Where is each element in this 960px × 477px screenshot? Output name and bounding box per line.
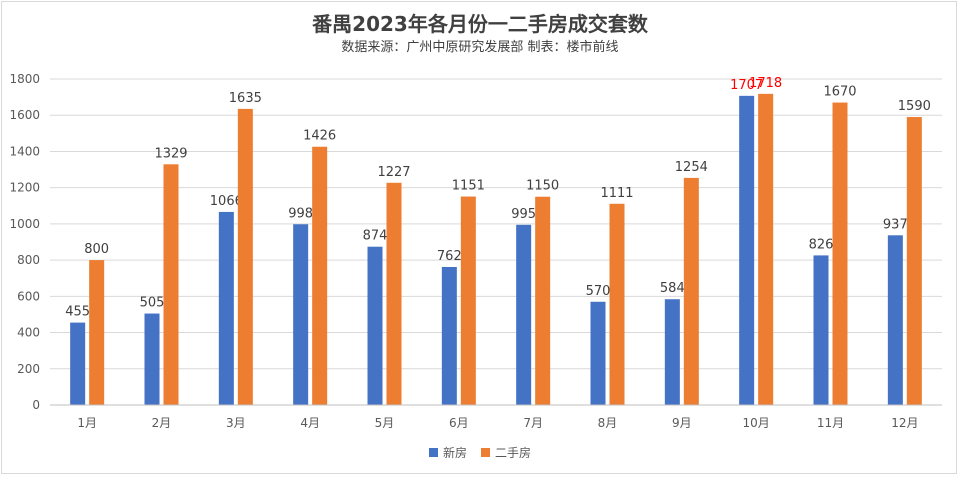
bar-second bbox=[758, 93, 774, 406]
data-label: 995 bbox=[511, 207, 536, 222]
bar-second bbox=[609, 203, 625, 405]
data-label: 1150 bbox=[526, 179, 559, 194]
data-label: 937 bbox=[883, 217, 908, 232]
bar-second bbox=[163, 164, 179, 405]
x-tick-label: 5月 bbox=[375, 416, 395, 430]
x-tick-label: 1月 bbox=[77, 416, 97, 430]
data-label: 1151 bbox=[452, 179, 485, 194]
x-tick-label: 3月 bbox=[226, 416, 246, 430]
legend-label-second: 二手房 bbox=[495, 446, 532, 460]
data-label: 505 bbox=[140, 296, 165, 311]
x-tick-label: 11月 bbox=[817, 416, 844, 430]
bar-second bbox=[312, 146, 328, 406]
data-label: 1426 bbox=[303, 129, 336, 144]
x-tick-label: 9月 bbox=[672, 416, 692, 430]
data-label: 826 bbox=[809, 237, 834, 252]
data-label: 1329 bbox=[154, 146, 187, 161]
bar-second bbox=[237, 108, 253, 405]
data-label: 570 bbox=[586, 284, 611, 299]
data-label: 874 bbox=[363, 229, 388, 244]
y-tick-label: 0 bbox=[32, 398, 40, 412]
y-tick-label: 800 bbox=[17, 253, 40, 267]
x-tick-label: 2月 bbox=[152, 416, 172, 430]
legend-swatch-new bbox=[428, 448, 438, 457]
bar-new bbox=[590, 301, 606, 405]
legend-swatch-second bbox=[481, 448, 490, 457]
y-tick-label: 1600 bbox=[9, 108, 40, 122]
bar-new bbox=[887, 235, 903, 405]
data-label: 1066 bbox=[210, 194, 243, 209]
y-tick-label: 400 bbox=[17, 326, 40, 340]
x-tick-label: 4月 bbox=[300, 416, 320, 430]
bar-new bbox=[813, 255, 829, 405]
bar-new bbox=[293, 224, 309, 405]
data-label: 762 bbox=[437, 249, 462, 264]
bar-second bbox=[89, 260, 105, 405]
data-label: 1718 bbox=[749, 76, 782, 91]
data-label: 1227 bbox=[377, 165, 410, 180]
data-label: 1707 bbox=[730, 78, 763, 93]
bar-new bbox=[70, 322, 86, 405]
bar-second bbox=[535, 196, 551, 405]
bar-second bbox=[906, 117, 922, 406]
x-tick-label: 12月 bbox=[891, 416, 918, 430]
y-tick-label: 600 bbox=[17, 289, 40, 303]
bar-new bbox=[441, 266, 457, 405]
legend-item-new: 新房 bbox=[428, 444, 467, 461]
chart-legend: 新房 二手房 bbox=[0, 444, 960, 461]
legend-item-second: 二手房 bbox=[481, 444, 531, 461]
x-tick-label: 7月 bbox=[523, 416, 543, 430]
bar-new bbox=[516, 224, 532, 405]
bar-second bbox=[683, 177, 699, 405]
bar-second bbox=[460, 196, 476, 405]
x-tick-label: 10月 bbox=[743, 416, 770, 430]
data-label: 1111 bbox=[600, 186, 633, 201]
chart-subtitle: 数据来源：广州中原研究发展部 制表：楼市前线 bbox=[341, 40, 619, 55]
bar-new bbox=[218, 211, 234, 405]
data-label: 1254 bbox=[675, 160, 708, 175]
data-label: 800 bbox=[84, 242, 109, 257]
legend-label-new: 新房 bbox=[442, 446, 467, 460]
bar-second bbox=[832, 102, 848, 406]
data-label: 584 bbox=[660, 281, 685, 296]
data-label: 455 bbox=[65, 305, 90, 320]
data-label: 1670 bbox=[823, 85, 856, 100]
data-label: 1590 bbox=[898, 99, 931, 114]
y-tick-label: 1400 bbox=[9, 144, 40, 158]
data-label: 1635 bbox=[229, 91, 262, 106]
x-tick-label: 6月 bbox=[449, 416, 469, 430]
chart-title: 番禺2023年各月份一二手房成交套数 bbox=[312, 12, 648, 36]
x-tick-label: 8月 bbox=[598, 416, 618, 430]
y-tick-label: 1800 bbox=[9, 72, 40, 86]
data-label: 998 bbox=[288, 206, 313, 221]
y-tick-label: 1000 bbox=[9, 217, 40, 231]
bar-new bbox=[367, 246, 383, 405]
bar-new bbox=[739, 95, 755, 406]
y-tick-label: 200 bbox=[17, 362, 40, 376]
y-tick-label: 1200 bbox=[9, 181, 40, 195]
bar-new bbox=[144, 313, 160, 405]
bar-second bbox=[386, 182, 402, 405]
bar-new bbox=[664, 299, 680, 405]
